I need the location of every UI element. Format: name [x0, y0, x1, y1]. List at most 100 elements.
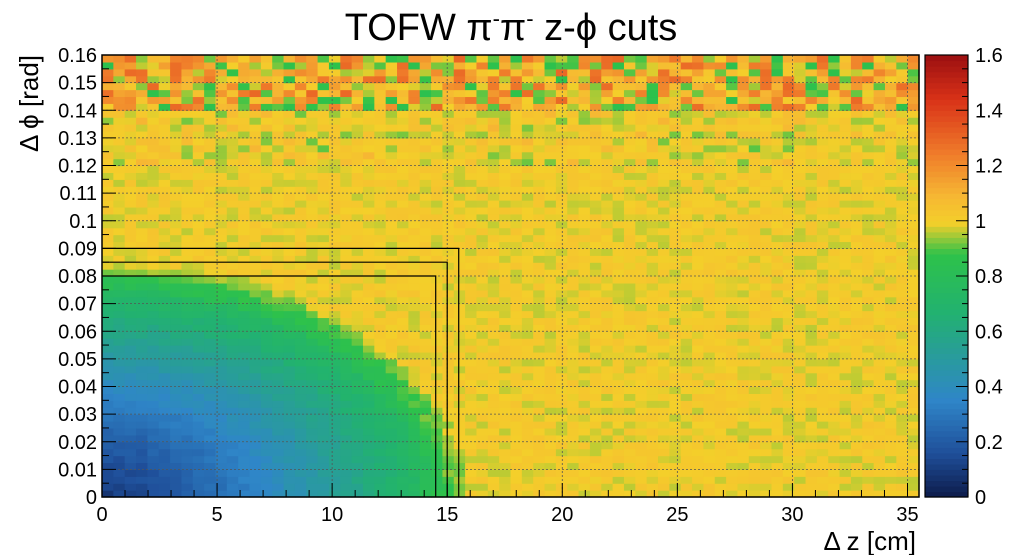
heatmap-cell: [147, 331, 160, 339]
heatmap-cell: [136, 427, 148, 436]
heatmap-cell: [431, 462, 444, 470]
heatmap-cell: [782, 434, 795, 443]
color-scale-step: [925, 99, 968, 106]
heatmap-cell: [567, 365, 580, 374]
heatmap-cell: [499, 386, 512, 395]
heatmap-cell: [328, 303, 341, 312]
heatmap-cell: [272, 103, 285, 111]
heatmap-cell: [340, 351, 353, 360]
heatmap-cell: [601, 137, 614, 146]
heatmap-cell: [612, 200, 625, 208]
heatmap-cell: [521, 117, 534, 125]
heatmap-cell: [816, 345, 829, 353]
color-scale-step: [925, 397, 968, 404]
heatmap-cell: [408, 276, 421, 284]
heatmap-cell: [351, 483, 364, 491]
heatmap-cell: [499, 193, 512, 201]
heatmap-cell: [442, 310, 455, 319]
heatmap-cell: [158, 179, 171, 187]
heatmap-cell: [726, 441, 739, 450]
heatmap-cell: [623, 61, 636, 70]
heatmap-cell: [555, 75, 568, 84]
heatmap-cell: [692, 407, 705, 415]
heatmap-cell: [170, 117, 183, 125]
heatmap-cell: [215, 200, 228, 208]
heatmap-cell: [669, 89, 682, 98]
heatmap-cell: [215, 476, 228, 484]
heatmap-cell: [839, 310, 852, 319]
heatmap-cell: [147, 241, 160, 249]
heatmap-cell: [317, 68, 330, 77]
heatmap-cell: [215, 137, 228, 146]
heatmap-cell: [601, 89, 614, 98]
heatmap-cell: [612, 158, 625, 167]
heatmap-cell: [760, 262, 773, 270]
heatmap-cell: [589, 338, 602, 346]
heatmap-cell: [102, 372, 114, 381]
heatmap-cell: [839, 386, 852, 395]
heatmap-cell: [737, 206, 750, 215]
heatmap-cell: [340, 165, 353, 174]
heatmap-cell: [317, 351, 330, 360]
heatmap-cell: [465, 407, 478, 415]
heatmap-cell: [850, 186, 863, 194]
heatmap-cell: [816, 358, 829, 367]
heatmap-cell: [555, 124, 568, 132]
heatmap-cell: [907, 310, 920, 319]
heatmap-cell: [737, 213, 750, 222]
heatmap-cell: [805, 476, 818, 484]
y-tick-label: 0.15: [58, 73, 97, 95]
heatmap-cell: [782, 282, 795, 291]
heatmap-cell: [873, 441, 886, 450]
heatmap-cell: [680, 372, 693, 381]
heatmap-cell: [272, 165, 285, 174]
heatmap-cell: [476, 317, 489, 325]
heatmap-cell: [748, 427, 761, 436]
heatmap-cell: [226, 393, 239, 401]
heatmap-cell: [714, 483, 727, 491]
heatmap-cell: [782, 227, 795, 236]
heatmap-cell: [703, 455, 716, 464]
heatmap-cell: [397, 220, 409, 229]
heatmap-cell: [646, 421, 659, 429]
heatmap-cell: [726, 89, 739, 98]
heatmap-cell: [136, 124, 148, 132]
heatmap-cell: [397, 331, 409, 339]
heatmap-cell: [419, 144, 432, 153]
heatmap-cell: [896, 358, 909, 367]
heatmap-cell: [760, 338, 773, 346]
heatmap-cell: [510, 421, 523, 429]
heatmap-cell: [703, 289, 716, 298]
heatmap-cell: [147, 179, 160, 187]
heatmap-cell: [397, 490, 409, 498]
heatmap-cell: [408, 310, 421, 319]
heatmap-cell: [533, 324, 546, 332]
heatmap-cell: [578, 296, 591, 305]
heatmap-cell: [714, 372, 727, 381]
heatmap-cell: [294, 117, 307, 125]
heatmap-cell: [907, 68, 920, 77]
heatmap-cell: [578, 441, 591, 450]
heatmap-cell: [397, 434, 409, 443]
heatmap-cell: [260, 103, 273, 111]
heatmap-cell: [658, 68, 670, 77]
heatmap-cell: [635, 103, 648, 111]
heatmap-cell: [419, 331, 432, 339]
heatmap-cell: [385, 206, 398, 215]
heatmap-cell: [646, 434, 659, 443]
heatmap-cell: [839, 110, 852, 118]
heatmap-cell: [238, 172, 251, 180]
heatmap-cell: [476, 234, 489, 243]
heatmap-cell: [306, 372, 319, 381]
heatmap-cell: [692, 421, 705, 429]
heatmap-cell: [635, 386, 648, 395]
heatmap-cell: [317, 317, 330, 325]
heatmap-cell: [362, 96, 375, 104]
heatmap-cell: [782, 400, 795, 408]
heatmap-cell: [499, 89, 512, 98]
color-scale-step: [925, 358, 968, 365]
heatmap-cell: [635, 137, 648, 146]
heatmap-cell: [238, 248, 251, 256]
heatmap-cell: [748, 186, 761, 194]
heatmap-cell: [828, 137, 841, 146]
